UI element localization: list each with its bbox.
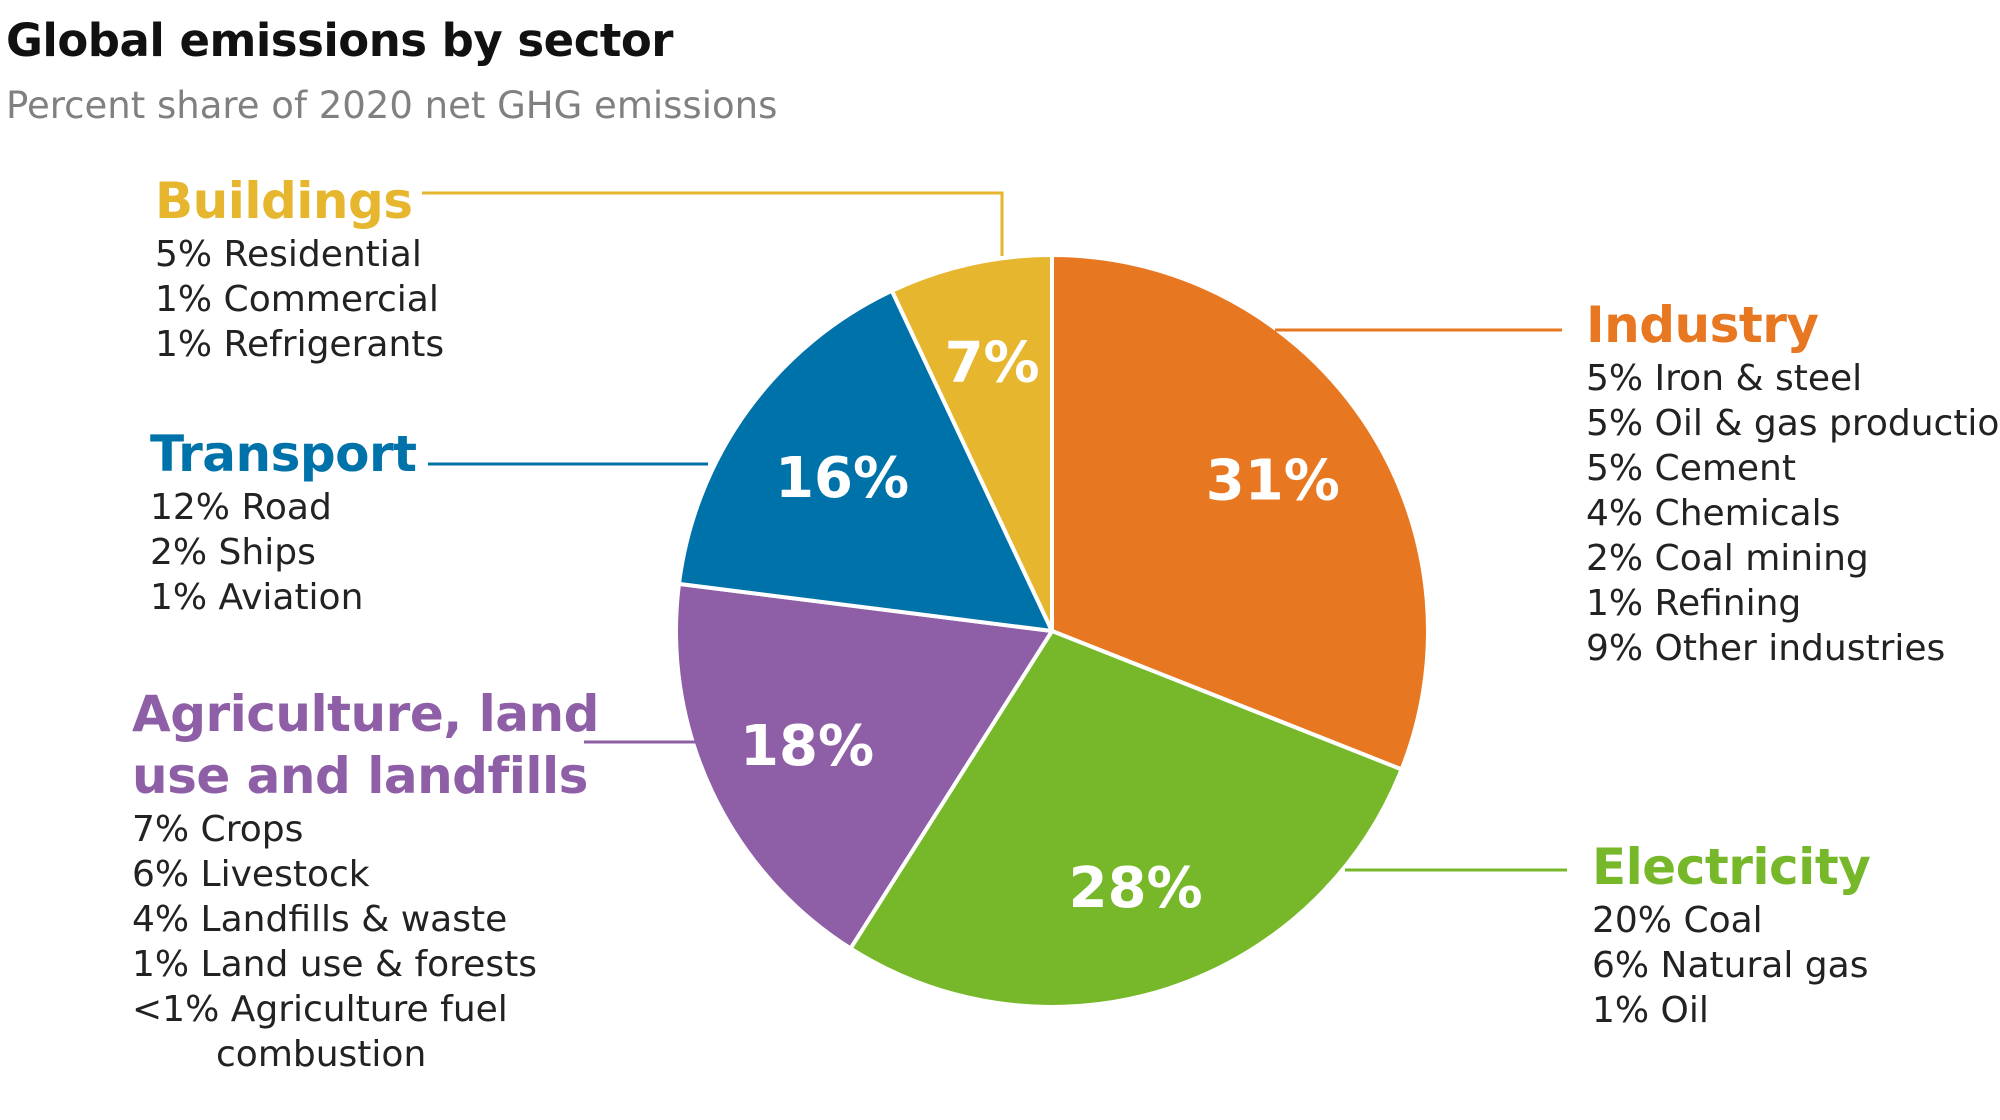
legend-group-buildings: Buildings 5% Residential 1% Commercial 1… [155,170,444,367]
legend-title-industry: Industry [1586,296,1819,354]
legend-group-agriculture: Agriculture, land use and landfills 7% C… [132,683,599,1077]
legend-item: 1% Oil [1592,990,1709,1031]
slice-value-label: 16% [775,446,909,511]
legend-item: 12% Road [150,487,332,528]
legend-item: 9% Other industries [1586,628,1946,669]
legend-title-buildings: Buildings [155,172,413,230]
legend-item: 7% Crops [132,809,304,850]
legend-item: combustion [216,1034,427,1075]
leader-line [422,191,1004,256]
legend-item: 1% Aviation [150,577,364,618]
legend-item: 2% Coal mining [1586,538,1869,579]
pie-slice-agriculture [674,581,1054,951]
legend-title-agriculture-line2: use and landfills [132,747,588,805]
legend-item: 1% Refining [1586,583,1802,624]
pie-slice-buildings [889,253,1054,633]
legend-item: 20% Coal [1592,900,1763,941]
slice-value-label: 7% [945,331,1040,396]
chart-subtitle: Percent share of 2020 net GHG emissions [6,84,778,127]
pie-slice-transport [676,288,1054,633]
legend-item: 4% Chemicals [1586,493,1841,534]
legend-group-electricity: Electricity 20% Coal 6% Natural gas 1% O… [1592,836,1871,1033]
slice-value-label: 18% [740,714,874,779]
legend-item: 1% Land use & forests [132,944,537,985]
legend-item: 5% Cement [1586,448,1796,489]
legend-item: <1% Agriculture fuel [132,989,508,1030]
slice-value-label: 28% [1069,856,1203,921]
legend-item: 1% Refrigerants [155,324,445,365]
legend-item: 4% Landfills & waste [132,899,508,940]
legend-item: 1% Commercial [155,279,439,320]
legend-item: 5% Residential [155,234,422,275]
pie-slice-industry [1050,253,1431,772]
legend-title-transport: Transport [150,425,417,483]
slice-value-label: 31% [1206,448,1340,513]
legend-item: 6% Natural gas [1592,945,1869,986]
legend-title-agriculture-line1: Agriculture, land [132,685,599,743]
legend-title-electricity: Electricity [1592,838,1871,896]
legend-group-industry: Industry 5% Iron & steel 5% Oil & gas pr… [1586,294,2000,671]
legend-item: 5% Oil & gas production [1586,403,2000,444]
legend-item: 2% Ships [150,532,316,573]
pie-slice-electricity [848,629,1404,1009]
chart-title: Global emissions by sector [6,14,674,67]
legend-group-transport: Transport 12% Road 2% Ships 1% Aviation [150,423,417,620]
legend-item: 6% Livestock [132,854,370,895]
legend-item: 5% Iron & steel [1586,358,1863,399]
